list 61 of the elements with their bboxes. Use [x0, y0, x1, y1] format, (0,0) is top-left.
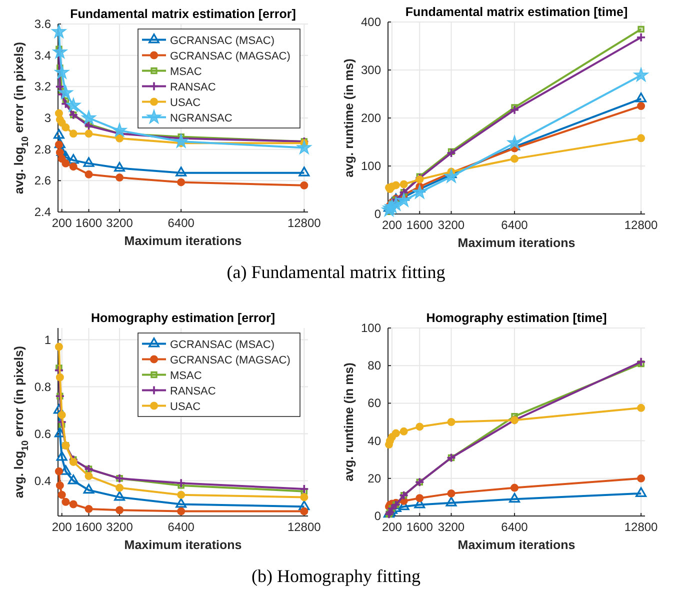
x-tick-label: 6400 — [501, 218, 528, 232]
y-tick-label: 100 — [360, 321, 382, 335]
y-tick-label: 3.4 — [34, 48, 52, 62]
chart-title: Fundamental matrix estimation [time] — [405, 5, 628, 19]
chart-title: Homography estimation [time] — [426, 311, 607, 325]
y-tick-label: 2.8 — [34, 142, 52, 156]
y-tick-label: 0.4 — [34, 474, 52, 488]
x-tick-label: 12800 — [624, 520, 658, 534]
y-tick-label: 200 — [360, 111, 382, 125]
x-tick-label: 12800 — [287, 520, 322, 534]
y-tick-label: 2.6 — [34, 174, 52, 188]
y-tick-label: 3 — [44, 111, 52, 125]
x-axis-title: Maximum iterations — [458, 236, 576, 250]
x-axis-title: Maximum iterations — [458, 538, 576, 552]
legend-label: RANSAC — [170, 81, 216, 94]
legend-label: NGRANSAC — [170, 112, 232, 124]
y-tick-label: 400 — [360, 15, 382, 29]
legend-label: GCRANSAC (MSAC) — [170, 338, 275, 351]
x-tick-label: 12800 — [287, 216, 322, 230]
x-tick-label: 1600 — [75, 216, 102, 230]
chart-title: Fundamental matrix estimation [error] — [70, 7, 296, 21]
legend-label: GCRANSAC (MSAC) — [170, 34, 275, 47]
y-tick-label: 1 — [44, 332, 52, 347]
y-tick-label: 100 — [360, 159, 382, 173]
x-axis-title: Maximum iterations — [124, 234, 242, 248]
x-tick-label: 3200 — [106, 216, 134, 230]
legend-label: MSAC — [170, 66, 202, 78]
y-tick-label: 0.6 — [34, 426, 52, 441]
legend-label: MSAC — [170, 370, 202, 382]
y-tick-label: 20 — [368, 471, 382, 486]
x-tick-label: 3200 — [438, 520, 465, 534]
x-axis-title: Maximum iterations — [124, 538, 242, 552]
y-tick-label: 0 — [374, 509, 382, 523]
legend-label: USAC — [170, 400, 201, 413]
legend-label: GCRANSAC (MAGSAC) — [170, 50, 290, 62]
x-tick-label: 3200 — [106, 520, 134, 534]
x-tick-label: 1600 — [75, 520, 102, 534]
x-tick-label: 6400 — [168, 520, 195, 534]
x-tick-label: 6400 — [168, 216, 195, 230]
x-tick-label: 3200 — [438, 218, 465, 232]
y-tick-label: 60 — [368, 396, 382, 410]
y-tick-label: 80 — [368, 358, 382, 373]
text: (b) Homography fitting — [252, 566, 420, 586]
x-tick-label: 6400 — [501, 520, 528, 534]
y-tick-label: 3.6 — [34, 17, 52, 31]
y-tick-label: 3.2 — [34, 80, 52, 94]
chart-title: Homography estimation [error] — [90, 311, 276, 325]
x-tick-label: 1600 — [406, 520, 434, 534]
y-tick-label: 0.8 — [34, 380, 52, 394]
y-tick-label: 0 — [374, 207, 382, 221]
x-tick-label: 1600 — [406, 218, 434, 232]
y-tick-label: 300 — [360, 63, 382, 77]
legend-label: RANSAC — [170, 385, 216, 398]
y-axis-title: avg. runtime (in ms) — [342, 362, 356, 482]
x-tick-label: 12800 — [624, 218, 658, 232]
y-axis-title: avg. runtime (in ms) — [342, 58, 356, 178]
y-tick-label: 2.4 — [34, 205, 52, 219]
legend-label: USAC — [170, 96, 201, 109]
legend-label: GCRANSAC (MAGSAC) — [170, 354, 290, 366]
y-tick-label: 40 — [368, 434, 382, 448]
text: (a) Fundamental matrix fitting — [226, 262, 446, 282]
